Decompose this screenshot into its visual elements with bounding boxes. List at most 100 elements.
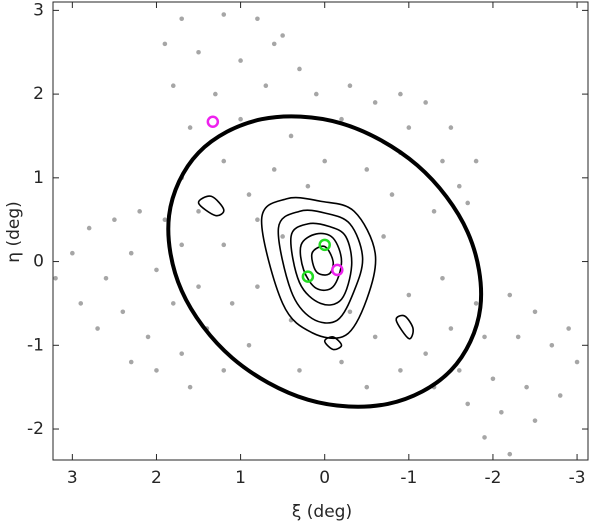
- scatter-point: [398, 368, 403, 373]
- scatter-point: [448, 326, 454, 331]
- scatter-point: [128, 250, 134, 256]
- scatter-point: [53, 276, 58, 281]
- y-tick-label: -1: [27, 335, 44, 355]
- scatter-point: [499, 409, 504, 415]
- scatter-point: [154, 368, 159, 373]
- contour-line: [260, 196, 377, 340]
- marker-ring: [301, 270, 315, 283]
- scatter-point: [347, 83, 353, 89]
- contour-line: [166, 114, 484, 409]
- scatter-point: [196, 209, 201, 214]
- scatter-point: [221, 12, 227, 17]
- scatter-point: [490, 376, 496, 382]
- contour-line: [197, 195, 225, 217]
- scatter-point: [70, 250, 75, 256]
- scatter-point: [213, 91, 218, 97]
- scatter-point: [423, 100, 428, 105]
- scatter-point: [515, 334, 521, 340]
- scatter-point: [128, 359, 134, 365]
- scatter-point: [566, 326, 571, 331]
- scatter-point: [322, 158, 328, 164]
- scatter-point: [246, 192, 252, 197]
- scatter-point: [406, 292, 412, 298]
- scatter-point: [162, 217, 168, 222]
- contour-line: [323, 336, 343, 351]
- scatter-point: [255, 284, 260, 289]
- scatter-point: [255, 16, 260, 22]
- marker-ring: [331, 263, 344, 277]
- scatter-point: [246, 342, 252, 348]
- scatter-point: [95, 326, 100, 331]
- scatter-point: [229, 301, 235, 306]
- scatter-point: [170, 301, 176, 306]
- scatter-point: [221, 368, 227, 373]
- scatter-point: [179, 16, 185, 22]
- scatter-point: [448, 125, 454, 130]
- contour-line: [290, 222, 353, 306]
- scatter-point: [86, 225, 92, 231]
- y-tick-label: 0: [33, 252, 44, 272]
- scatter-point: [221, 158, 227, 164]
- scatter-point: [271, 41, 277, 47]
- scatter-point: [120, 309, 126, 315]
- scatter-point: [372, 100, 378, 105]
- scatter-point: [465, 401, 471, 407]
- scatter-point: [145, 334, 151, 340]
- x-tick-label: 1: [235, 468, 246, 488]
- scatter-point: [255, 217, 260, 222]
- scatter-point: [389, 192, 395, 197]
- scatter-point: [364, 167, 370, 172]
- scatter-point: [507, 292, 513, 298]
- y-tick-label: 2: [33, 84, 44, 104]
- x-tick-label: -1: [400, 468, 417, 488]
- scatter-point: [162, 41, 168, 47]
- scatter-point: [187, 125, 193, 130]
- scatter-point: [381, 234, 386, 239]
- contour-line: [277, 209, 364, 324]
- scatter-point: [339, 116, 344, 122]
- scatter-point: [473, 301, 479, 306]
- y-axis-label: η (deg): [4, 201, 24, 262]
- scatter-point: [473, 158, 479, 164]
- scatter-point: [288, 133, 294, 139]
- scatter-point: [297, 66, 302, 72]
- scatter-point: [196, 284, 201, 289]
- scatter-point: [456, 368, 462, 373]
- scatter-point: [406, 125, 412, 130]
- scatter-point: [574, 359, 580, 365]
- scatter-point: [482, 334, 487, 340]
- scatter-point: [465, 200, 471, 206]
- x-tick-label: -2: [484, 468, 501, 488]
- scatter-point: [78, 301, 84, 306]
- scatter-point: [532, 309, 538, 315]
- scatter-point: [221, 242, 227, 248]
- scatter-point: [398, 91, 403, 97]
- scatter-point: [137, 209, 142, 214]
- scatter-point: [297, 368, 302, 373]
- scatter-point: [372, 334, 378, 340]
- scatter-point: [364, 384, 370, 390]
- scatter-point: [170, 83, 176, 89]
- scatter-point: [440, 158, 445, 164]
- x-axis-label: ξ (deg): [292, 502, 352, 522]
- y-tick-label: 1: [33, 168, 44, 188]
- marker-ring: [318, 238, 331, 252]
- x-tick-label: 0: [319, 468, 330, 488]
- scatter-point: [112, 217, 117, 222]
- scatter-point: [423, 351, 428, 356]
- scatter-point: [280, 33, 285, 38]
- scatter-point: [263, 83, 269, 89]
- marker-ring: [206, 115, 220, 128]
- scatter-point: [557, 393, 563, 398]
- axes-frame: [52, 1, 589, 461]
- scatter-point: [179, 242, 185, 248]
- scatter-point: [313, 91, 319, 97]
- scatter-point: [549, 342, 555, 348]
- contour-line: [395, 314, 414, 340]
- x-tick-label: 3: [67, 468, 78, 488]
- scatter-point: [154, 267, 159, 273]
- scatter-point: [532, 418, 538, 423]
- x-tick-label: -3: [569, 468, 586, 488]
- scatter-point: [196, 49, 201, 55]
